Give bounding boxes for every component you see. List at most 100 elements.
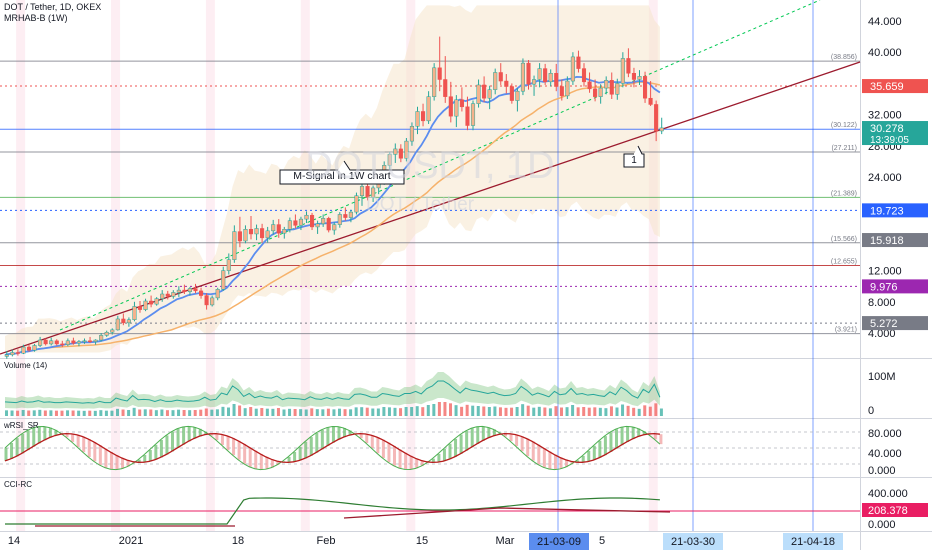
candle[interactable] <box>432 63 437 101</box>
candle[interactable] <box>143 298 148 312</box>
candle[interactable] <box>604 76 609 95</box>
candle[interactable] <box>581 63 587 87</box>
candle[interactable] <box>215 287 220 301</box>
candle[interactable] <box>276 219 281 238</box>
candle[interactable] <box>60 340 65 348</box>
candle[interactable] <box>459 87 464 112</box>
candle[interactable] <box>38 336 43 348</box>
candle[interactable] <box>648 81 653 107</box>
candle[interactable] <box>643 71 648 103</box>
candle[interactable] <box>243 225 248 244</box>
time-axis[interactable]: 14 2021 18 Feb 15 Mar 5 21-03-09 21-03-30 21-04-1… <box>8 533 843 550</box>
candle[interactable] <box>409 122 414 146</box>
candle[interactable] <box>71 337 76 345</box>
candle[interactable] <box>509 83 514 104</box>
candle[interactable] <box>637 70 642 85</box>
candle[interactable] <box>482 76 487 103</box>
candle[interactable] <box>554 63 559 92</box>
candle[interactable] <box>393 143 398 163</box>
candle[interactable] <box>132 301 137 322</box>
candle[interactable] <box>298 216 303 231</box>
price-badge[interactable]: 19.723 <box>862 203 928 218</box>
candle[interactable] <box>315 220 320 234</box>
candle[interactable] <box>121 313 126 326</box>
candle[interactable] <box>421 103 426 127</box>
wrsi-panel[interactable]: 80.000 40.000 0.000 <box>0 425 902 477</box>
candle[interactable] <box>110 328 115 335</box>
candle[interactable] <box>620 52 625 88</box>
candle[interactable] <box>326 216 331 233</box>
candle[interactable] <box>343 207 348 221</box>
candle[interactable] <box>498 63 503 85</box>
candle[interactable] <box>115 315 120 331</box>
candle[interactable] <box>182 284 187 294</box>
price-badge[interactable]: 35.659 <box>862 79 928 94</box>
candle[interactable] <box>443 56 448 103</box>
price-panel[interactable]: (38.856) (30.122) (27.211) (21.389) (15.566)… <box>0 0 861 531</box>
candle[interactable] <box>448 81 453 123</box>
time-highlight-badge[interactable]: 21-03-30 <box>663 533 723 550</box>
candle[interactable] <box>49 337 54 346</box>
cci-panel[interactable]: 400.000 0.000 208.378 <box>0 488 928 531</box>
candle[interactable] <box>221 266 226 291</box>
candle[interactable] <box>354 192 359 215</box>
candle[interactable] <box>654 100 659 142</box>
marker-1-callout[interactable]: 1 <box>623 145 645 168</box>
candle[interactable] <box>126 317 131 327</box>
candle[interactable] <box>587 72 592 93</box>
wrsi-panel-title[interactable]: wRSI_SR <box>3 421 39 430</box>
candle[interactable] <box>104 330 109 337</box>
candle[interactable] <box>76 340 82 347</box>
candle[interactable] <box>470 100 476 131</box>
candle[interactable] <box>359 183 365 206</box>
candle[interactable] <box>54 339 59 346</box>
candle[interactable] <box>248 216 254 240</box>
candle[interactable] <box>171 290 176 299</box>
candle[interactable] <box>93 339 98 345</box>
candle[interactable] <box>65 338 70 347</box>
candle[interactable] <box>437 36 442 92</box>
cci-value-badge[interactable]: 208.378 <box>862 503 928 517</box>
candle[interactable] <box>593 79 598 102</box>
candle[interactable] <box>176 286 181 298</box>
candle[interactable] <box>265 226 270 243</box>
candle[interactable] <box>88 336 93 344</box>
price-badge[interactable]: 15.918 <box>862 233 928 248</box>
candle[interactable] <box>15 349 20 356</box>
candle[interactable] <box>504 74 509 94</box>
candle[interactable] <box>576 50 581 73</box>
time-highlight-badge[interactable]: 21-04-18 <box>783 533 843 550</box>
candle[interactable] <box>43 338 48 346</box>
candle[interactable] <box>210 295 215 307</box>
candle[interactable] <box>487 85 492 110</box>
candle[interactable] <box>271 219 276 235</box>
candle[interactable] <box>609 72 614 99</box>
candle[interactable] <box>548 69 553 87</box>
candle[interactable] <box>287 217 292 233</box>
candle[interactable] <box>615 78 620 100</box>
candle[interactable] <box>149 295 154 308</box>
candle[interactable] <box>304 211 309 224</box>
indicator-header[interactable]: MRHAB-B (1W) <box>4 13 68 23</box>
candle[interactable] <box>543 63 548 85</box>
candle[interactable] <box>165 290 170 300</box>
candle[interactable] <box>154 297 159 306</box>
candle[interactable] <box>237 216 242 248</box>
candle[interactable] <box>293 214 298 229</box>
candle[interactable] <box>232 225 237 263</box>
candle[interactable] <box>310 212 315 231</box>
candle[interactable] <box>10 349 15 357</box>
candle[interactable] <box>520 58 526 96</box>
candle[interactable] <box>426 91 431 124</box>
candle[interactable] <box>282 226 287 239</box>
candle[interactable] <box>199 287 204 299</box>
candle[interactable] <box>4 350 9 359</box>
volume-panel-title[interactable]: Volume (14) <box>4 361 47 370</box>
candle[interactable] <box>515 88 520 112</box>
price-axis[interactable]: 44.00040.00036.00032.00028.00024.00020.0… <box>862 16 928 340</box>
candle[interactable] <box>260 223 265 243</box>
candle[interactable] <box>476 79 481 108</box>
volume-panel[interactable]: 100M 0 <box>4 371 896 417</box>
candle[interactable] <box>21 344 26 355</box>
